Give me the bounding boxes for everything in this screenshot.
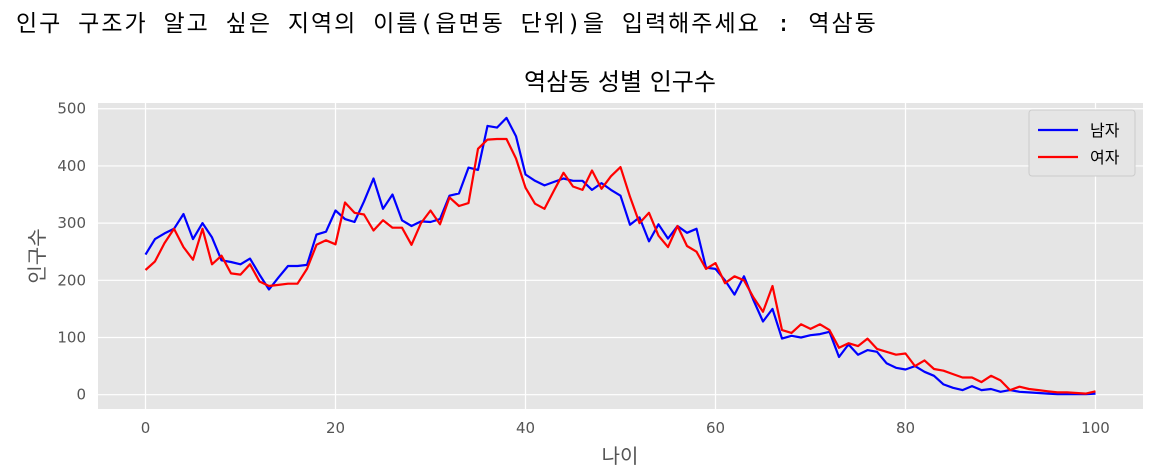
- chart-title: 역삼동 성별 인구수: [524, 68, 716, 96]
- y-tick-label: 0: [76, 386, 86, 404]
- input-prompt-text: 인구 구조가 알고 싶은 지역의 이름(읍면동 단위)을 입력해주세요 : 역삼…: [16, 11, 878, 37]
- series-line-male: [144, 116, 1096, 396]
- x-tick-label: 20: [326, 419, 345, 437]
- legend: 남자 여자: [1028, 109, 1136, 177]
- y-tick-label: 100: [57, 329, 86, 347]
- y-tick-label: 200: [57, 271, 86, 289]
- x-tick-label: 60: [706, 419, 725, 437]
- legend-label-male: 남자: [1090, 121, 1120, 140]
- x-tick-label: 80: [896, 419, 915, 437]
- x-tick-label: 0: [141, 419, 151, 437]
- y-tick-label: 400: [57, 157, 86, 175]
- y-axis-label: 인구수: [25, 228, 49, 283]
- y-tick-labels: 0 100 200 300 400 500: [57, 100, 86, 404]
- y-tick-label: 500: [57, 100, 86, 118]
- gridlines: [98, 103, 1143, 409]
- series-lines: [144, 116, 1096, 396]
- x-tick-labels: 0 20 40 60 80 100: [141, 419, 1110, 437]
- legend-label-female: 여자: [1090, 148, 1120, 167]
- plot-background: [98, 103, 1143, 409]
- x-tick-label: 40: [516, 419, 535, 437]
- legend-box: [1028, 109, 1136, 177]
- series-line-female: [144, 137, 1096, 395]
- x-tick-label: 100: [1081, 419, 1110, 437]
- x-axis-label: 나이: [602, 444, 639, 468]
- y-tick-label: 300: [57, 214, 86, 232]
